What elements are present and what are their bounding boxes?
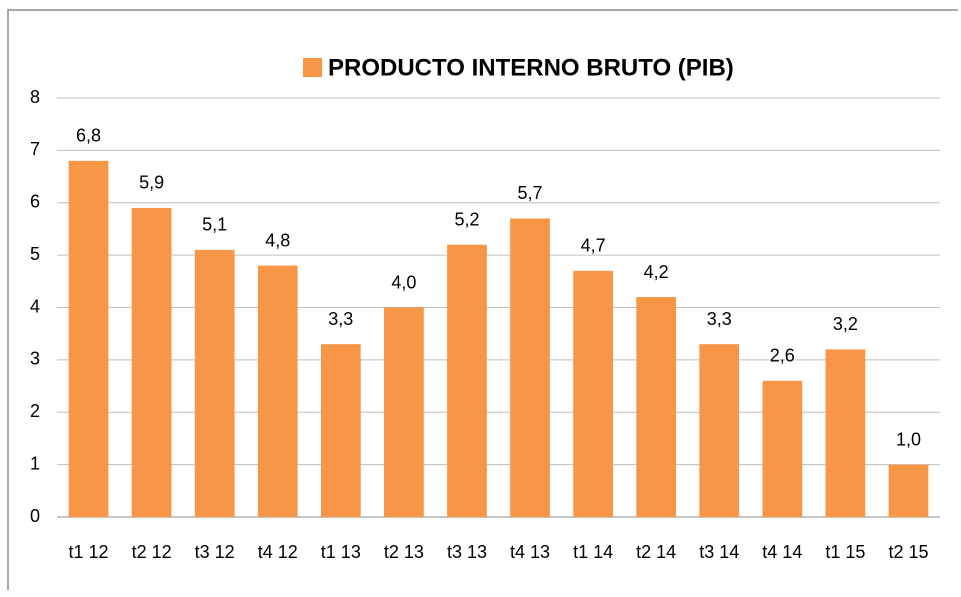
x-tick-label: t4 13 (510, 542, 550, 562)
bar (573, 270, 613, 517)
legend-label: PRODUCTO INTERNO BRUTO (PIB) (328, 54, 734, 81)
chart-border (7, 9, 958, 590)
bar (384, 307, 424, 517)
x-tick-label: t2 15 (888, 542, 928, 562)
y-tick-label: 1 (30, 453, 40, 473)
bar (320, 344, 361, 517)
bar (699, 344, 740, 517)
bar (825, 349, 866, 517)
value-label: 1,0 (896, 429, 921, 449)
bar (131, 207, 172, 518)
x-tick-label: t4 14 (762, 542, 802, 562)
value-label: 3,2 (833, 314, 858, 334)
y-tick-label: 4 (30, 296, 40, 316)
x-tick-label: t1 15 (825, 542, 865, 562)
y-tick-label: 6 (30, 192, 40, 212)
bar (194, 249, 235, 517)
x-tick-label: t1 13 (321, 542, 361, 562)
bar (447, 244, 487, 517)
x-tick-label: t2 12 (132, 542, 172, 562)
y-tick-label: 3 (30, 349, 40, 369)
value-label: 4,7 (581, 236, 606, 256)
x-tick-label: t1 12 (69, 542, 109, 562)
x-tick-label: t2 13 (384, 542, 424, 562)
x-tick-label: t3 14 (699, 542, 739, 562)
x-tick-label: t4 12 (258, 542, 298, 562)
bar (510, 218, 550, 517)
bar (257, 265, 298, 517)
value-label: 4,0 (391, 272, 416, 292)
value-label: 3,3 (707, 309, 732, 329)
y-tick-label: 0 (30, 506, 40, 526)
value-label: 5,9 (139, 173, 164, 193)
y-tick-label: 2 (30, 401, 40, 421)
bar (888, 464, 929, 517)
value-label: 3,3 (328, 309, 353, 329)
value-label: 5,2 (454, 209, 479, 229)
legend-swatch (303, 58, 322, 77)
x-tick-label: t3 12 (195, 542, 235, 562)
y-tick-label: 8 (30, 87, 40, 107)
value-label: 4,2 (644, 262, 669, 282)
x-tick-label: t2 14 (636, 542, 676, 562)
value-label: 4,8 (265, 230, 290, 250)
y-tick-label: 5 (30, 244, 40, 264)
value-label: 5,1 (202, 215, 227, 235)
bar (762, 380, 803, 517)
value-label: 5,7 (518, 183, 543, 203)
bar (68, 160, 109, 517)
x-tick-label: t3 13 (447, 542, 487, 562)
value-label: 2,6 (770, 346, 795, 366)
y-tick-label: 7 (30, 139, 40, 159)
value-label: 6,8 (76, 126, 101, 146)
bar (636, 297, 677, 517)
x-tick-label: t1 14 (573, 542, 613, 562)
